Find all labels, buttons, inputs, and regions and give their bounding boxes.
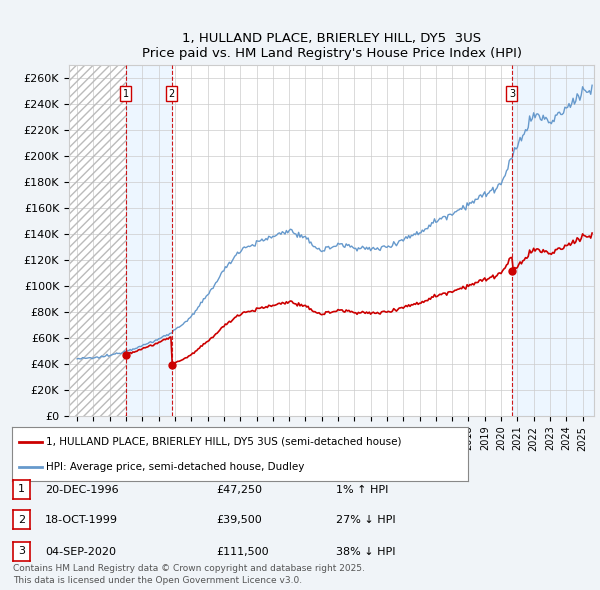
Text: 1, HULLAND PLACE, BRIERLEY HILL, DY5 3US (semi-detached house): 1, HULLAND PLACE, BRIERLEY HILL, DY5 3US… xyxy=(46,437,402,447)
Text: 2: 2 xyxy=(18,515,25,525)
Text: Contains HM Land Registry data © Crown copyright and database right 2025.
This d: Contains HM Land Registry data © Crown c… xyxy=(13,565,365,585)
Bar xyxy=(125,65,172,416)
Text: 3: 3 xyxy=(18,546,25,556)
Bar xyxy=(69,65,125,416)
Text: 20-DEC-1996: 20-DEC-1996 xyxy=(45,485,119,494)
Text: 04-SEP-2020: 04-SEP-2020 xyxy=(45,547,116,556)
Text: £39,500: £39,500 xyxy=(216,516,262,525)
Text: 2: 2 xyxy=(169,88,175,99)
Text: 1% ↑ HPI: 1% ↑ HPI xyxy=(336,485,388,494)
Text: £47,250: £47,250 xyxy=(216,485,262,494)
Text: 1: 1 xyxy=(18,484,25,494)
Text: 18-OCT-1999: 18-OCT-1999 xyxy=(45,516,118,525)
Bar xyxy=(69,65,125,416)
Text: 3: 3 xyxy=(509,88,515,99)
Text: 1: 1 xyxy=(122,88,128,99)
Title: 1, HULLAND PLACE, BRIERLEY HILL, DY5  3US
Price paid vs. HM Land Registry's Hous: 1, HULLAND PLACE, BRIERLEY HILL, DY5 3US… xyxy=(142,32,521,60)
Text: 27% ↓ HPI: 27% ↓ HPI xyxy=(336,516,395,525)
Text: £111,500: £111,500 xyxy=(216,547,269,556)
Text: 38% ↓ HPI: 38% ↓ HPI xyxy=(336,547,395,556)
Text: HPI: Average price, semi-detached house, Dudley: HPI: Average price, semi-detached house,… xyxy=(46,463,305,472)
Bar xyxy=(512,65,594,416)
